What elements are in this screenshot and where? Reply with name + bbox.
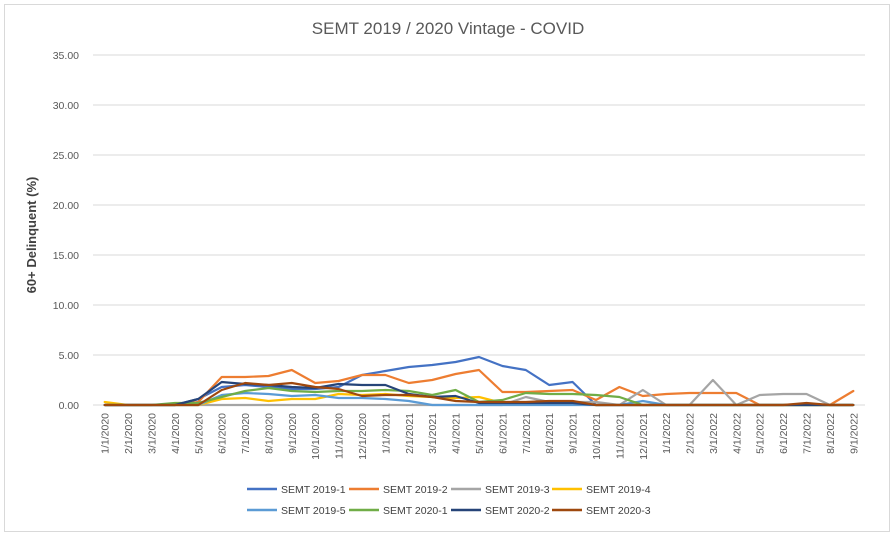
x-tick-label: 5/1/2021 — [474, 413, 486, 454]
x-tick-label: 2/1/2022 — [685, 413, 697, 454]
x-tick-label: 6/1/2020 — [217, 413, 229, 454]
x-tick-label: 11/1/2020 — [334, 413, 346, 459]
legend-entry: SEMT 2020-1 — [349, 505, 448, 517]
chart-frame: SEMT 2019 / 2020 Vintage - COVID 0.00 5.0… — [4, 4, 890, 532]
x-tick-label: 4/1/2022 — [731, 413, 743, 454]
y-tick-label: 5.00 — [59, 350, 80, 362]
y-axis-title: 60+ Delinquent (%) — [24, 177, 39, 294]
legend-entry: SEMT 2019-2 — [349, 484, 448, 496]
legend-entry: SEMT 2020-3 — [552, 505, 651, 517]
series-lines — [103, 355, 855, 407]
x-tick-label: 10/1/2021 — [591, 413, 603, 460]
x-tick-label: 1/1/2020 — [100, 413, 112, 454]
y-tick-label: 20.00 — [53, 200, 79, 212]
x-tick-label: 6/1/2022 — [778, 413, 790, 454]
x-tick-label: 9/1/2020 — [287, 413, 299, 454]
x-tick-label: 9/1/2021 — [568, 413, 580, 454]
x-tick-label: 12/1/2020 — [357, 413, 369, 460]
series-line-8 — [103, 381, 855, 407]
x-axis-ticks: 1/1/2020 2/1/2020 3/1/2020 4/1/2020 5/1/2020… — [100, 413, 861, 460]
x-tick-label: 12/1/2021 — [638, 413, 650, 460]
x-tick-label: 5/1/2022 — [755, 413, 767, 454]
legend-entry: SEMT 2019-1 — [247, 484, 346, 496]
legend-label: SEMT 2019-2 — [383, 484, 448, 496]
x-tick-label: 4/1/2020 — [170, 413, 182, 454]
x-tick-label: 7/1/2022 — [802, 413, 814, 454]
y-tick-label: 15.00 — [53, 250, 79, 262]
x-tick-label: 7/1/2020 — [240, 413, 252, 454]
legend-label: SEMT 2020-1 — [383, 505, 448, 517]
legend-label: SEMT 2019-5 — [281, 505, 346, 517]
x-tick-label: 5/1/2020 — [193, 413, 205, 454]
y-tick-label: 25.00 — [53, 150, 79, 162]
legend-entry: SEMT 2019-4 — [552, 484, 651, 496]
x-tick-label: 8/1/2020 — [263, 413, 275, 454]
legend-label: SEMT 2020-2 — [485, 505, 550, 517]
chart-title: SEMT 2019 / 2020 Vintage - COVID — [311, 19, 585, 38]
x-tick-label: 2/1/2020 — [123, 413, 135, 454]
y-tick-label: 10.00 — [53, 300, 79, 312]
x-tick-label: 8/1/2021 — [544, 413, 556, 454]
legend-label: SEMT 2020-3 — [586, 505, 651, 517]
x-tick-label: 1/1/2022 — [661, 413, 673, 454]
x-tick-label: 3/1/2021 — [427, 413, 439, 454]
legend-entry: SEMT 2019-5 — [247, 505, 346, 517]
x-tick-label: 9/1/2022 — [848, 413, 860, 454]
y-tick-label: 30.00 — [53, 100, 79, 112]
x-tick-label: 2/1/2021 — [404, 413, 416, 454]
line-chart: 0.00 5.00 10.00 15.00 20.00 25.00 30.00 35.00 1… — [24, 50, 865, 517]
legend: SEMT 2019-1 SEMT 2019-2 SEMT 2019-3 SEMT 20… — [247, 484, 651, 517]
legend-entry: SEMT 2019-3 — [451, 484, 550, 496]
y-tick-label: 35.00 — [53, 50, 79, 62]
x-tick-label: 11/1/2021 — [614, 413, 626, 459]
gridlines — [93, 54, 865, 406]
x-tick-label: 6/1/2021 — [497, 413, 509, 454]
x-tick-label: 10/1/2020 — [310, 413, 322, 460]
legend-entry: SEMT 2020-2 — [451, 505, 550, 517]
legend-label: SEMT 2019-3 — [485, 484, 550, 496]
x-tick-label: 4/1/2021 — [451, 413, 463, 454]
legend-label: SEMT 2019-1 — [281, 484, 346, 496]
x-tick-label: 1/1/2021 — [380, 413, 392, 454]
x-tick-label: 8/1/2022 — [825, 413, 837, 454]
x-tick-label: 7/1/2021 — [521, 413, 533, 454]
x-tick-label: 3/1/2022 — [708, 413, 720, 454]
y-axis-ticks: 0.00 5.00 10.00 15.00 20.00 25.00 30.00 35.00 — [53, 50, 79, 412]
series-line-2 — [103, 368, 855, 407]
legend-label: SEMT 2019-4 — [586, 484, 651, 496]
y-tick-label: 0.00 — [59, 400, 80, 412]
x-tick-label: 3/1/2020 — [146, 413, 158, 454]
